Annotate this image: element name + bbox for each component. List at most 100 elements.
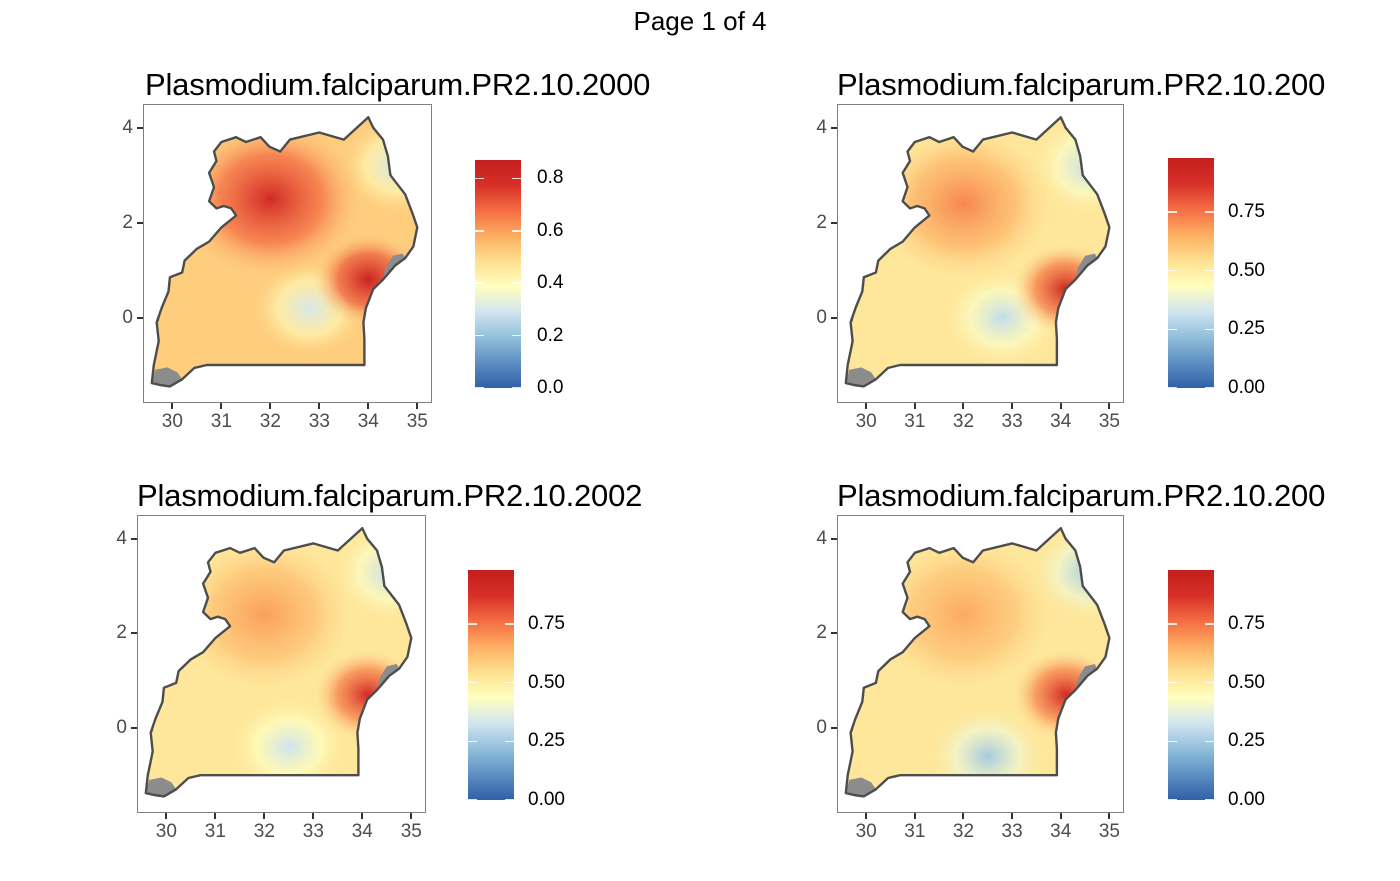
x-tick-label: 32 bbox=[952, 821, 975, 842]
legend-tick bbox=[1205, 681, 1214, 684]
x-tick-mark bbox=[962, 813, 965, 819]
legend-tick bbox=[468, 799, 477, 801]
y-tick-mark bbox=[131, 726, 137, 729]
x-tick-mark bbox=[410, 813, 413, 819]
legend-tick bbox=[1205, 211, 1214, 213]
legend-tick bbox=[1205, 799, 1214, 801]
y-tick-mark bbox=[131, 632, 137, 635]
page-title: Page 1 of 4 bbox=[633, 6, 767, 36]
y-tick-mark bbox=[831, 126, 837, 129]
y-tick-mark bbox=[137, 126, 143, 129]
map-canvas bbox=[144, 526, 413, 798]
legend-colorbar bbox=[1168, 158, 1214, 388]
y-tick-label: 4 bbox=[816, 527, 827, 549]
legend-tick bbox=[1168, 328, 1177, 331]
map-canvas bbox=[844, 526, 1111, 798]
legend-tick bbox=[505, 681, 514, 684]
y-tick-label: 2 bbox=[116, 622, 127, 644]
raster-layer bbox=[145, 528, 412, 797]
x-tick-label: 34 bbox=[351, 821, 373, 842]
legend-label: 0.50 bbox=[528, 671, 565, 693]
legend-label: 0.25 bbox=[1228, 730, 1265, 752]
x-tick-mark bbox=[171, 403, 174, 409]
legend-label: 0.2 bbox=[537, 324, 564, 346]
map-panel-4: Plasmodium.falciparum.PR2.10.200 4 2 0 30 31 3… bbox=[700, 461, 1400, 881]
x-tick-mark bbox=[1011, 813, 1014, 819]
x-tick-label: 32 bbox=[952, 411, 975, 432]
map-panel-3: Plasmodium.falciparum.PR2.10.2002 4 2 0 30 31… bbox=[0, 461, 700, 881]
legend-label: 0.50 bbox=[1228, 259, 1265, 281]
x-tick-label: 35 bbox=[1098, 821, 1120, 842]
legend-tick bbox=[475, 334, 484, 337]
x-tick-mark bbox=[263, 813, 266, 819]
legend-tick bbox=[1168, 799, 1177, 801]
x-tick-mark bbox=[165, 813, 168, 819]
legend-tick bbox=[512, 334, 521, 337]
y-tick-label: 4 bbox=[122, 116, 133, 138]
x-tick-label: 31 bbox=[210, 411, 232, 432]
na-region bbox=[845, 367, 876, 387]
x-tick-label: 32 bbox=[253, 821, 275, 842]
raster-spot bbox=[868, 122, 1059, 285]
y-tick-mark bbox=[137, 221, 143, 224]
na-region bbox=[145, 777, 177, 797]
x-tick-label: 32 bbox=[259, 411, 281, 432]
map-canvas bbox=[844, 116, 1111, 388]
legend-tick bbox=[475, 230, 484, 232]
y-tick-label: 0 bbox=[816, 306, 827, 328]
legend-label: 0.25 bbox=[528, 730, 565, 752]
legend-tick bbox=[1205, 269, 1214, 272]
raster-spot bbox=[312, 647, 412, 742]
legend-tick bbox=[1205, 623, 1214, 625]
y-tick-label: 0 bbox=[116, 716, 127, 738]
legend-label: 0.00 bbox=[1228, 789, 1265, 810]
x-tick-mark bbox=[962, 403, 965, 409]
y-tick-mark bbox=[831, 726, 837, 729]
x-tick-label: 30 bbox=[155, 821, 177, 842]
x-tick-mark bbox=[913, 813, 916, 819]
x-tick-label: 33 bbox=[302, 821, 324, 842]
country-outline bbox=[150, 116, 419, 388]
y-tick-mark bbox=[831, 316, 837, 319]
x-tick-label: 35 bbox=[1098, 411, 1120, 432]
x-tick-label: 30 bbox=[855, 821, 877, 842]
y-tick-mark bbox=[131, 537, 137, 540]
x-tick-label: 35 bbox=[406, 411, 428, 432]
y-tick-label: 2 bbox=[816, 622, 827, 644]
raster-spot bbox=[1010, 647, 1110, 742]
legend-label: 0.8 bbox=[537, 167, 564, 189]
legend-label: 0.50 bbox=[1228, 671, 1265, 693]
x-tick-mark bbox=[865, 813, 868, 819]
x-tick-mark bbox=[416, 403, 419, 409]
x-tick-mark bbox=[1059, 403, 1062, 409]
x-tick-label: 30 bbox=[161, 411, 183, 432]
y-tick-label: 4 bbox=[816, 116, 827, 138]
x-tick-label: 34 bbox=[357, 411, 379, 432]
y-tick-mark bbox=[831, 632, 837, 635]
y-tick-mark bbox=[831, 537, 837, 540]
x-tick-mark bbox=[318, 403, 321, 409]
legend-label: 0.0 bbox=[537, 377, 564, 398]
legend-tick bbox=[468, 623, 477, 625]
legend-tick bbox=[1205, 740, 1214, 743]
legend-label: 0.25 bbox=[1228, 318, 1265, 340]
legend-label: 0.00 bbox=[1228, 377, 1265, 398]
legend-label: 0.00 bbox=[528, 789, 565, 810]
raster-spot bbox=[169, 533, 360, 696]
legend-tick bbox=[1168, 269, 1177, 272]
panel-title: Plasmodium.falciparum.PR2.10.2002 bbox=[137, 478, 643, 513]
country-outline bbox=[844, 526, 1111, 798]
legend-tick bbox=[1168, 623, 1177, 625]
legend-label: 0.75 bbox=[528, 612, 565, 634]
x-tick-label: 33 bbox=[1001, 411, 1023, 432]
x-tick-label: 35 bbox=[400, 821, 422, 842]
x-tick-label: 34 bbox=[1050, 411, 1072, 432]
legend-tick bbox=[512, 387, 521, 389]
x-tick-mark bbox=[214, 813, 217, 819]
x-tick-label: 33 bbox=[1001, 821, 1023, 842]
x-tick-label: 33 bbox=[308, 411, 330, 432]
legend-tick bbox=[1168, 681, 1177, 684]
panel-title: Plasmodium.falciparum.PR2.10.200 bbox=[837, 67, 1326, 102]
x-tick-label: 31 bbox=[204, 821, 226, 842]
country-outline bbox=[844, 116, 1111, 388]
